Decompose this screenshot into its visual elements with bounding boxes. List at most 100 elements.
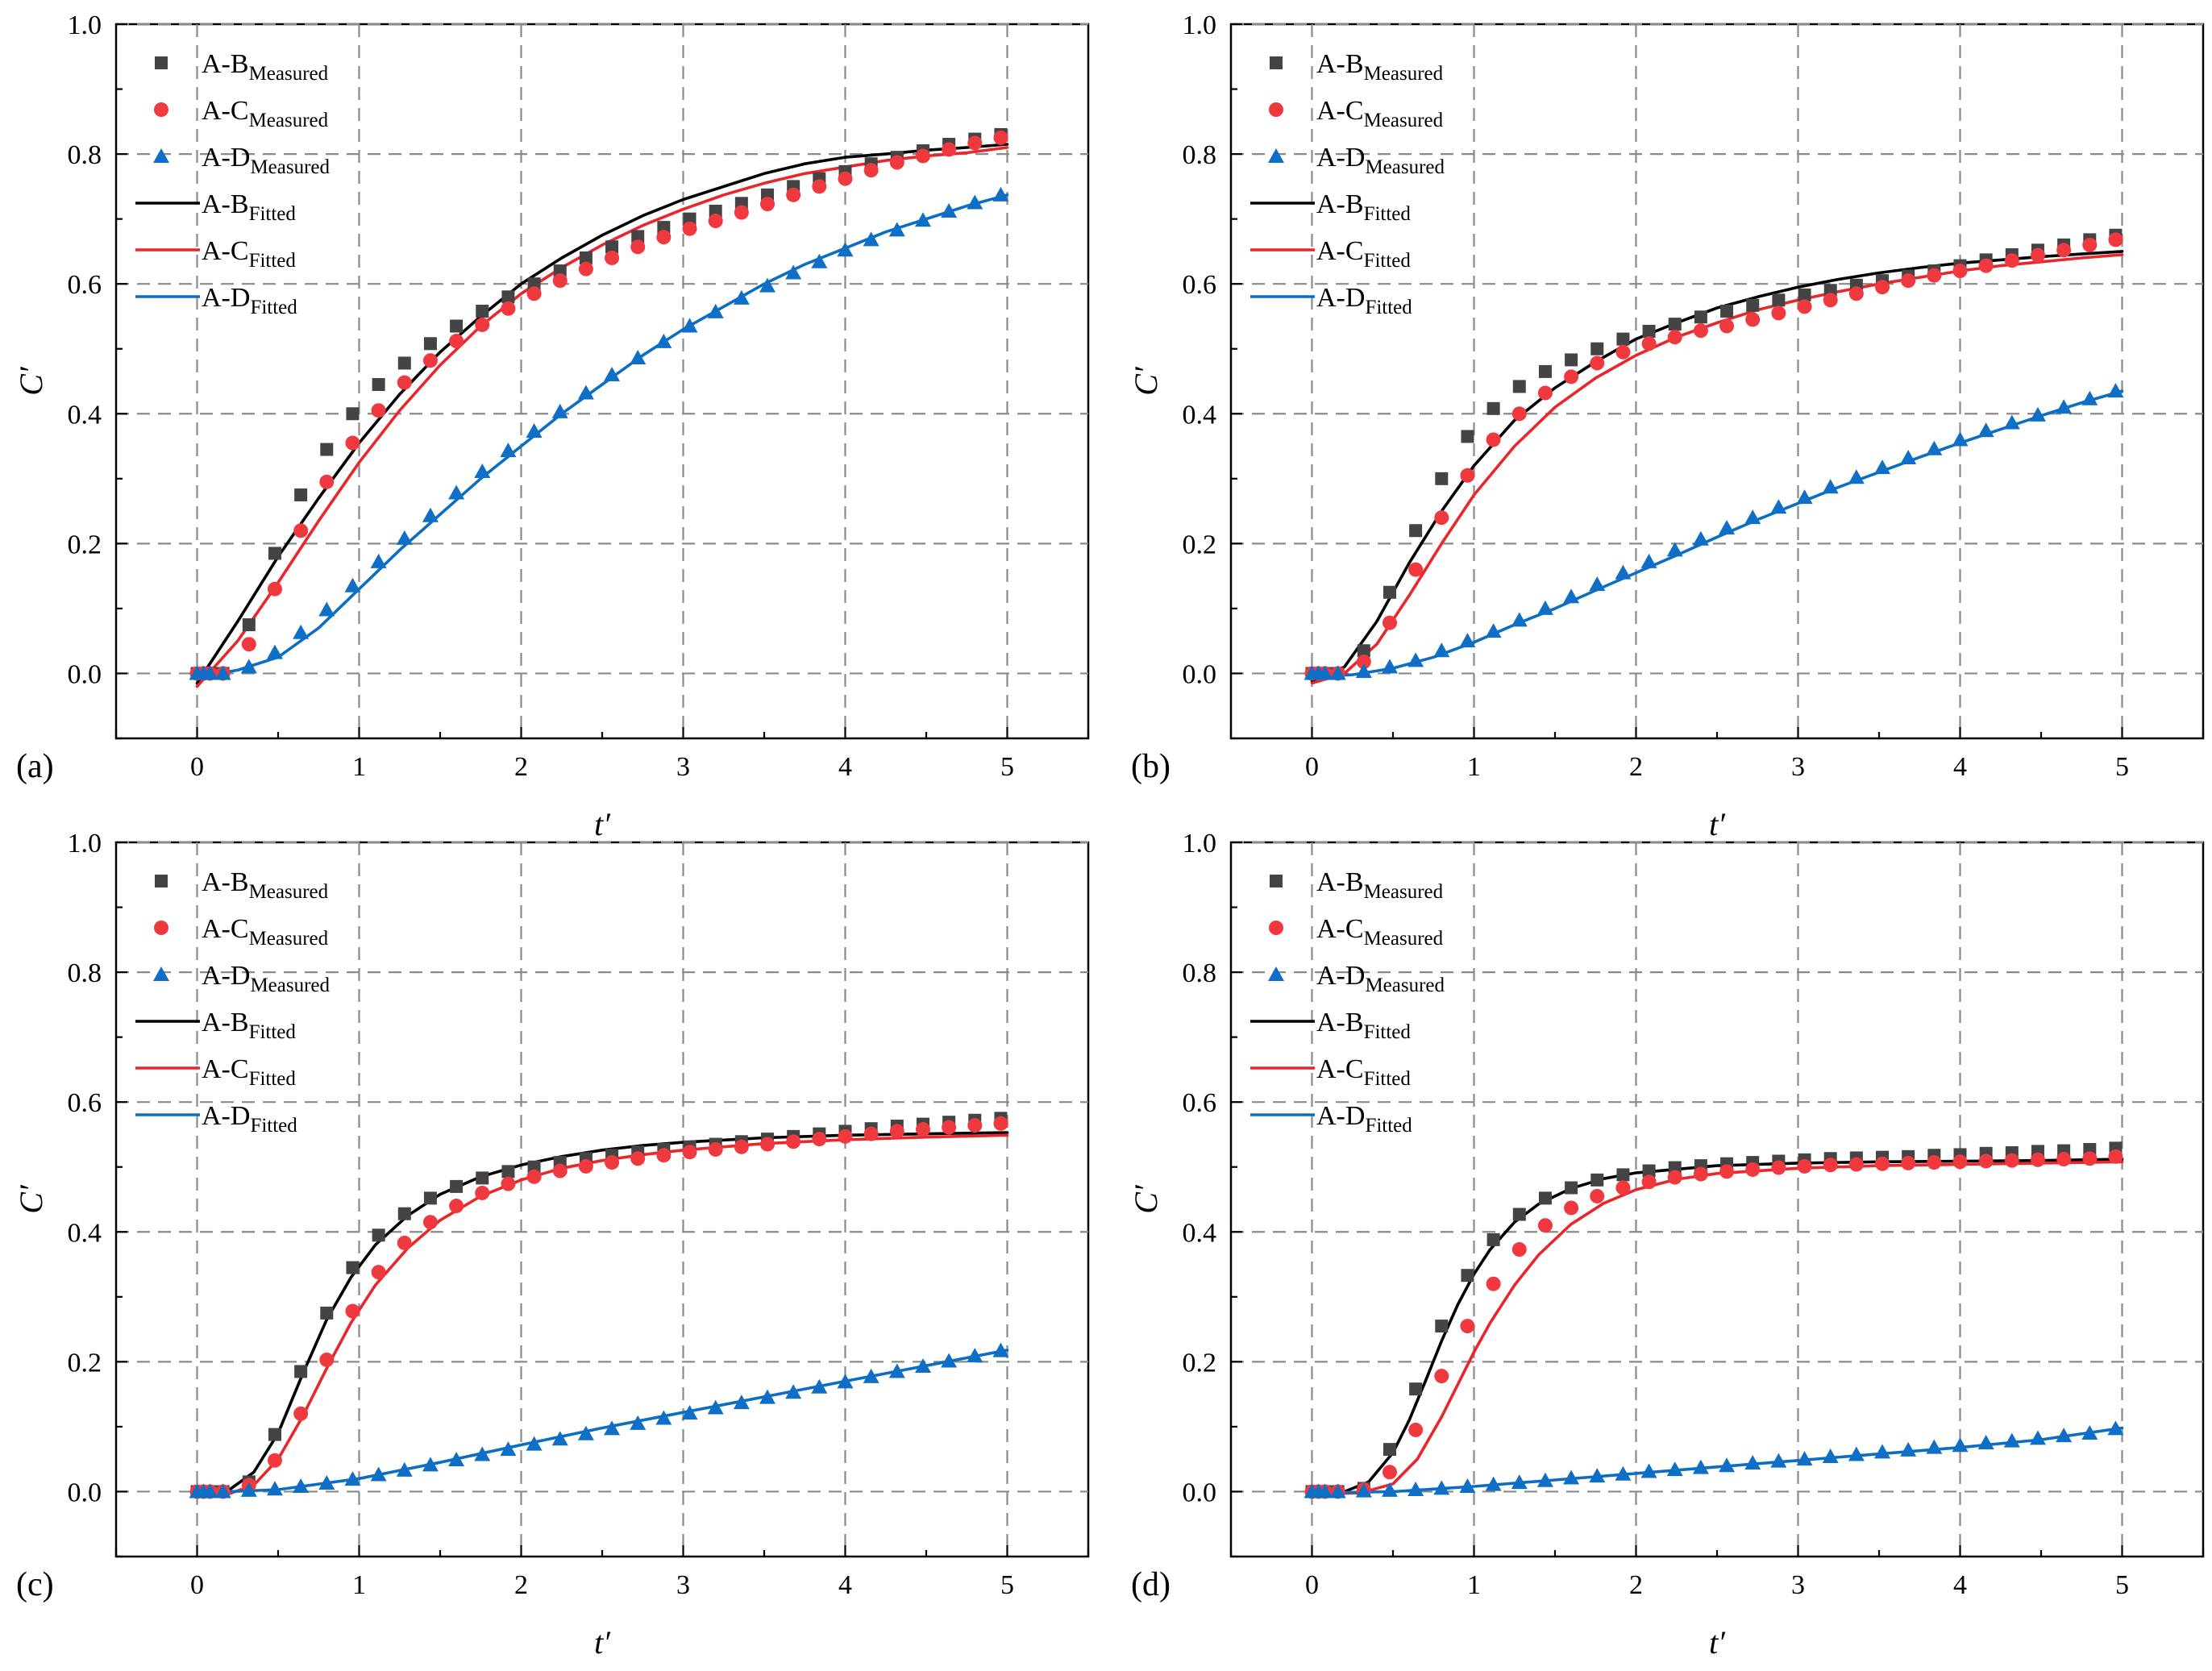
data-point-a-d	[1952, 1437, 1969, 1453]
y-axis-title: C′	[13, 1184, 49, 1214]
x-tick-label: 2	[514, 752, 528, 782]
data-point-a-d	[1822, 1448, 1839, 1463]
data-point-a-b	[397, 356, 411, 370]
x-axis-title: t′	[1709, 1624, 1726, 1661]
data-point-a-c	[1511, 1242, 1527, 1257]
x-tick-label: 2	[1629, 752, 1643, 782]
fitted-curve-a-c	[195, 146, 1009, 688]
data-point-a-b	[1668, 318, 1682, 331]
data-point-a-d	[1485, 623, 1502, 638]
data-point-a-c	[2030, 1152, 2045, 1167]
data-point-a-d	[202, 1483, 218, 1498]
fitted-curve-a-c	[1310, 253, 2124, 685]
data-point-a-d	[707, 1399, 724, 1415]
data-point-a-b	[1720, 305, 1734, 318]
data-point-a-b	[631, 230, 645, 243]
panel-label: (d)	[1131, 1566, 1170, 1603]
legend-marker-a-c	[154, 102, 168, 117]
data-point-a-c	[1408, 1422, 1424, 1437]
data-point-a-d	[785, 1384, 802, 1399]
data-point-a-d	[1640, 1463, 1657, 1478]
data-point-a-c	[1615, 1180, 1631, 1195]
legend-marker-a-d	[153, 966, 169, 981]
data-point-a-c	[1745, 312, 1761, 327]
data-point-a-c	[1797, 1158, 1812, 1174]
y-tick-label: 0.0	[68, 659, 102, 689]
data-point-a-d	[344, 1471, 361, 1486]
data-point-a-c	[786, 1134, 801, 1149]
data-point-a-b	[1642, 324, 1656, 338]
panel-label: (c)	[16, 1566, 54, 1603]
data-point-a-c	[422, 1215, 438, 1230]
data-point-a-c	[371, 403, 386, 418]
data-point-a-b	[1512, 1208, 1526, 1221]
data-point-a-d	[1459, 1478, 1476, 1494]
data-point-a-c	[1537, 1218, 1553, 1233]
data-point-a-d	[967, 1348, 983, 1363]
x-tick-label: 3	[1791, 1570, 1805, 1600]
data-point-a-c	[863, 163, 879, 178]
data-point-a-c	[708, 214, 723, 229]
y-axis-title: C′	[1128, 366, 1164, 396]
legend-entry: A-CFitted	[202, 1054, 296, 1090]
data-point-a-d	[914, 212, 931, 227]
x-axis-title: t′	[1709, 806, 1726, 842]
data-point-a-d	[1329, 665, 1346, 680]
data-point-a-b	[372, 378, 385, 392]
data-point-a-d	[1796, 1451, 1813, 1466]
data-point-a-d	[655, 1410, 672, 1425]
y-tick-label: 0.4	[1183, 1218, 1217, 1248]
data-point-a-c	[1564, 1200, 1579, 1216]
data-point-a-d	[1589, 1468, 1606, 1483]
x-tick-label: 1	[352, 1570, 366, 1600]
data-point-a-c	[1952, 1154, 1968, 1170]
data-point-a-c	[241, 637, 256, 652]
data-point-a-c	[889, 155, 904, 170]
data-point-a-c	[422, 353, 438, 368]
data-point-a-c	[501, 301, 516, 316]
data-point-a-d	[1316, 665, 1333, 680]
data-point-a-d	[733, 289, 750, 305]
data-point-a-c	[1615, 344, 1631, 360]
data-point-a-b	[501, 290, 515, 304]
data-point-a-c	[1486, 1276, 1501, 1291]
x-tick-label: 5	[2115, 1570, 2129, 1600]
data-point-a-d	[759, 277, 776, 293]
data-point-a-d	[214, 665, 231, 680]
data-point-a-d	[630, 1415, 647, 1430]
data-point-a-b	[1565, 353, 1578, 367]
data-point-a-c	[345, 1303, 360, 1319]
y-tick-label: 1.0	[1183, 10, 1217, 40]
panel-label: (b)	[1131, 748, 1170, 785]
data-point-a-c	[1875, 280, 1890, 295]
data-point-a-c	[319, 1352, 335, 1367]
legend-entry: A-DFitted	[202, 283, 297, 318]
data-point-a-d	[1511, 1474, 1528, 1490]
data-point-a-d	[941, 1353, 958, 1368]
x-tick-label: 0	[1305, 1570, 1319, 1600]
data-point-a-c	[1641, 1174, 1657, 1190]
data-point-a-c	[552, 1163, 568, 1178]
data-point-a-c	[812, 179, 827, 194]
data-point-a-d	[1433, 1480, 1450, 1495]
legend-marker-a-d	[153, 148, 169, 163]
data-point-a-d	[604, 1420, 621, 1436]
data-point-a-c	[2082, 1151, 2098, 1166]
x-tick-label: 4	[838, 752, 852, 782]
legend-marker-a-c	[1269, 102, 1283, 117]
data-point-a-c	[267, 581, 282, 596]
data-point-a-c	[1460, 1319, 1475, 1334]
data-point-a-d	[1666, 1461, 1683, 1477]
data-point-a-c	[552, 273, 568, 289]
legend-entry: A-DMeasured	[202, 961, 331, 996]
data-point-a-b	[1668, 1161, 1682, 1174]
data-point-a-d	[214, 1483, 231, 1498]
data-point-a-b	[709, 204, 722, 218]
data-point-a-d	[551, 1431, 568, 1446]
legend-entry: A-BFitted	[1316, 1008, 1411, 1043]
data-point-a-c	[915, 1122, 930, 1137]
data-point-a-b	[346, 407, 360, 421]
data-point-a-c	[682, 221, 697, 236]
data-point-a-c	[1978, 258, 1994, 273]
legend-marker-a-b	[155, 56, 168, 69]
